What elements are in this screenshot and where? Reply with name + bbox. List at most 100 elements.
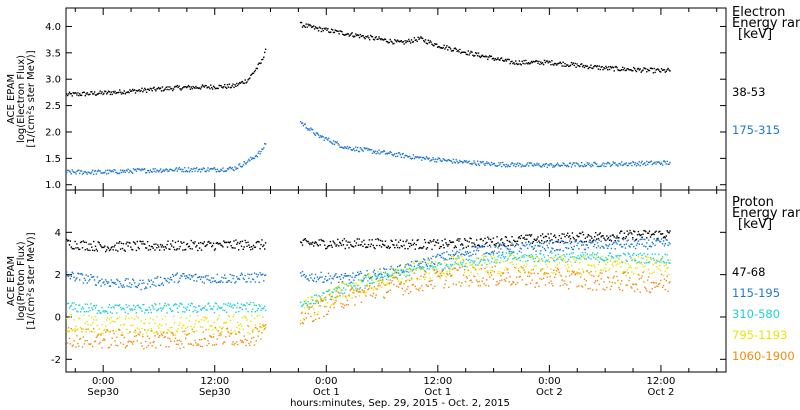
data-point <box>482 257 484 259</box>
data-point <box>571 232 574 234</box>
data-point <box>211 336 213 338</box>
data-point <box>301 304 304 307</box>
data-point <box>432 255 434 258</box>
data-point <box>533 163 535 165</box>
data-point <box>300 275 303 277</box>
data-point <box>145 340 147 343</box>
data-point <box>592 289 594 291</box>
data-point <box>106 93 108 95</box>
data-point <box>176 84 178 87</box>
data-point <box>247 310 249 313</box>
data-point <box>110 91 112 93</box>
data-point <box>576 234 578 237</box>
data-point <box>597 68 600 70</box>
legend-entry: 310-580 <box>732 307 780 321</box>
data-point <box>189 247 191 250</box>
data-point <box>328 31 330 33</box>
data-point <box>100 312 102 314</box>
data-point <box>323 315 325 318</box>
data-point <box>647 163 649 166</box>
data-point <box>354 276 356 278</box>
data-point <box>498 251 500 253</box>
data-point <box>449 258 451 260</box>
data-point <box>160 283 163 285</box>
data-point <box>467 269 469 272</box>
data-point <box>256 328 258 330</box>
data-point <box>622 164 625 166</box>
data-point <box>471 281 473 284</box>
data-point <box>395 268 397 271</box>
data-point <box>197 314 199 317</box>
data-point <box>220 280 222 282</box>
data-point <box>94 316 97 318</box>
data-point <box>410 244 413 246</box>
data-point <box>259 305 261 308</box>
data-point <box>230 332 232 335</box>
data-point <box>518 250 521 252</box>
data-point <box>138 334 140 336</box>
data-point <box>484 164 486 167</box>
data-point <box>315 280 318 283</box>
data-point <box>94 284 97 286</box>
data-point <box>142 169 144 171</box>
data-point <box>450 274 453 277</box>
data-point <box>317 245 319 247</box>
data-point <box>123 90 125 92</box>
data-point <box>458 161 460 164</box>
data-point <box>436 46 439 48</box>
data-point <box>537 260 539 263</box>
data-point <box>357 290 359 292</box>
data-point <box>310 242 312 244</box>
data-point <box>563 260 565 262</box>
data-point <box>132 304 135 307</box>
data-point <box>515 62 518 65</box>
data-point <box>411 41 414 43</box>
data-point <box>581 273 583 275</box>
data-point <box>232 341 234 343</box>
data-point <box>329 31 331 34</box>
data-point <box>345 240 347 242</box>
data-point <box>175 167 178 169</box>
data-point <box>622 236 625 239</box>
data-point <box>201 307 204 310</box>
data-point <box>426 268 429 270</box>
data-point <box>472 266 474 268</box>
data-point <box>366 285 368 287</box>
data-point <box>98 242 100 244</box>
data-point <box>504 280 507 282</box>
data-point <box>222 167 224 169</box>
data-point <box>524 238 526 240</box>
data-point <box>372 289 375 291</box>
data-point <box>467 245 469 247</box>
data-point <box>212 167 215 170</box>
data-point <box>321 294 323 297</box>
data-point <box>506 165 508 168</box>
data-point <box>205 85 207 87</box>
data-point <box>199 326 202 328</box>
data-point <box>448 286 450 288</box>
data-point <box>365 276 367 279</box>
data-point <box>382 39 384 41</box>
data-point <box>416 278 418 281</box>
data-point <box>387 276 389 278</box>
data-point <box>171 245 173 247</box>
data-point <box>628 279 630 282</box>
data-point <box>105 331 107 333</box>
data-point <box>601 255 603 257</box>
data-point <box>409 157 412 160</box>
data-point <box>592 67 594 70</box>
data-point <box>371 282 374 284</box>
data-point <box>125 303 127 306</box>
data-point <box>643 252 645 255</box>
data-point <box>264 48 267 50</box>
data-point <box>95 248 98 250</box>
data-point <box>190 239 192 242</box>
data-point <box>173 248 176 251</box>
y-tick-label: -2 <box>51 355 61 366</box>
data-point <box>193 326 195 328</box>
data-point <box>506 248 508 250</box>
data-point <box>619 255 621 257</box>
data-point <box>188 309 191 312</box>
data-point <box>480 267 482 270</box>
data-point <box>591 67 593 69</box>
